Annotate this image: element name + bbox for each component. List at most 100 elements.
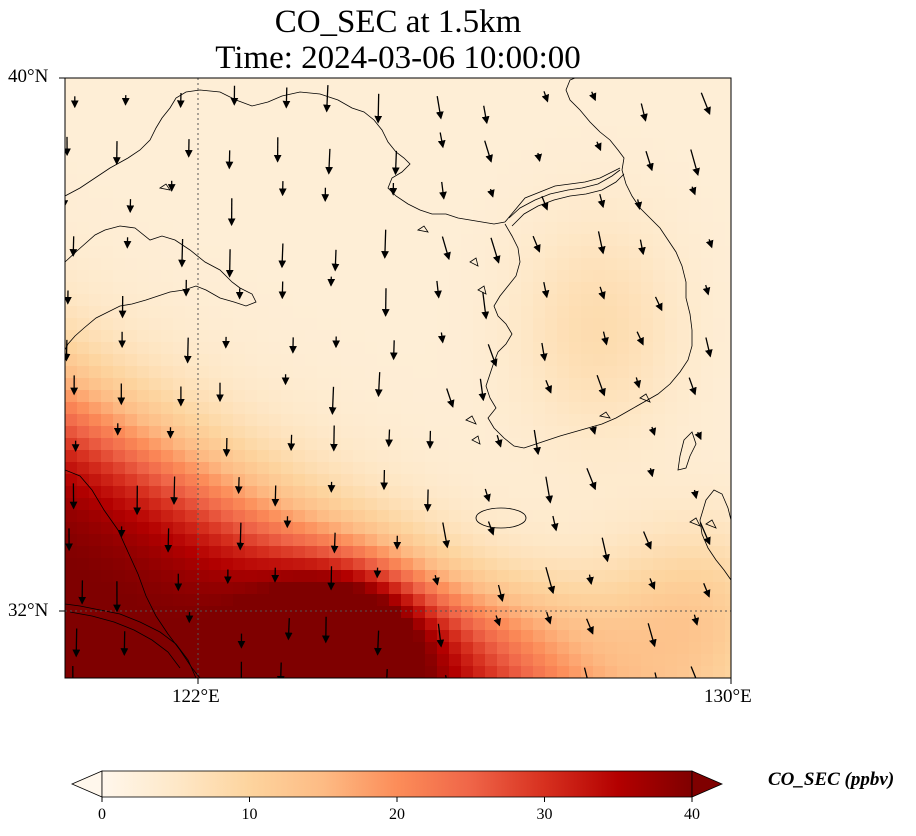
field-cell bbox=[365, 414, 378, 427]
field-cell bbox=[233, 354, 246, 367]
field-cell bbox=[509, 282, 522, 295]
field-cell bbox=[269, 414, 282, 427]
field-cell bbox=[713, 90, 726, 103]
field-cell bbox=[425, 198, 438, 211]
field-cell bbox=[425, 102, 438, 115]
field-cell bbox=[161, 102, 174, 115]
field-cell bbox=[221, 150, 234, 163]
field-cell bbox=[341, 282, 354, 295]
field-cell bbox=[341, 438, 354, 451]
field-cell bbox=[449, 138, 462, 151]
field-cell bbox=[677, 234, 690, 247]
field-cell bbox=[677, 378, 690, 391]
field-cell bbox=[185, 270, 198, 283]
field-cell bbox=[197, 354, 210, 367]
field-cell bbox=[497, 210, 510, 223]
field-cell bbox=[545, 126, 558, 139]
field-cell bbox=[209, 162, 222, 175]
field-cell bbox=[605, 486, 618, 499]
field-cell bbox=[605, 210, 618, 223]
field-cell bbox=[509, 174, 522, 187]
field-cell bbox=[185, 114, 198, 127]
field-cell bbox=[365, 138, 378, 151]
field-cell bbox=[197, 342, 210, 355]
field-cell bbox=[161, 402, 174, 415]
field-cell bbox=[245, 258, 258, 271]
field-cell bbox=[185, 486, 198, 499]
field-cell bbox=[233, 390, 246, 403]
field-cell bbox=[353, 438, 366, 451]
field-cell bbox=[293, 222, 306, 235]
field-cell bbox=[461, 222, 474, 235]
field-cell bbox=[617, 366, 630, 379]
field-cell bbox=[77, 330, 90, 343]
field-cell bbox=[641, 210, 654, 223]
field-cell bbox=[125, 162, 138, 175]
field-cell bbox=[533, 462, 546, 475]
field-cell bbox=[221, 234, 234, 247]
field-cell bbox=[617, 414, 630, 427]
field-cell bbox=[509, 414, 522, 427]
field-cell bbox=[725, 114, 731, 127]
field-cell bbox=[365, 342, 378, 355]
field-cell bbox=[557, 294, 570, 307]
field-cell bbox=[149, 102, 162, 115]
field-cell bbox=[389, 426, 402, 439]
field-cell bbox=[617, 342, 630, 355]
field-cell bbox=[641, 234, 654, 247]
field-cell bbox=[161, 78, 174, 91]
field-cell bbox=[713, 318, 726, 331]
field-cell bbox=[89, 198, 102, 211]
field-cell bbox=[401, 378, 414, 391]
field-cell bbox=[185, 198, 198, 211]
field-cell bbox=[101, 366, 114, 379]
field-cell bbox=[725, 330, 731, 343]
field-cell bbox=[725, 174, 731, 187]
field-cell bbox=[245, 390, 258, 403]
field-cell bbox=[389, 78, 402, 91]
field-cell bbox=[593, 270, 606, 283]
field-cell bbox=[305, 438, 318, 451]
field-cell bbox=[209, 414, 222, 427]
field-cell bbox=[149, 318, 162, 331]
field-cell bbox=[185, 210, 198, 223]
field-cell bbox=[581, 366, 594, 379]
field-cell bbox=[137, 498, 150, 511]
field-cell bbox=[293, 426, 306, 439]
field-cell bbox=[317, 282, 330, 295]
field-cell bbox=[617, 90, 630, 103]
field-cell bbox=[65, 174, 78, 187]
field-cell bbox=[245, 162, 258, 175]
field-cell bbox=[641, 126, 654, 139]
field-cell bbox=[569, 246, 582, 259]
field-cell bbox=[713, 150, 726, 163]
field-cell bbox=[137, 486, 150, 499]
field-cell bbox=[437, 306, 450, 319]
field-cell bbox=[533, 126, 546, 139]
field-cell bbox=[569, 114, 582, 127]
field-cell bbox=[209, 186, 222, 199]
field-cell bbox=[113, 486, 126, 499]
field-cell bbox=[401, 210, 414, 223]
field-cell bbox=[185, 450, 198, 463]
field-cell bbox=[581, 282, 594, 295]
field-cell bbox=[593, 222, 606, 235]
field-cell bbox=[461, 306, 474, 319]
field-cell bbox=[329, 426, 342, 439]
field-cell bbox=[257, 414, 270, 427]
field-cell bbox=[437, 450, 450, 463]
field-cell bbox=[353, 210, 366, 223]
field-cell bbox=[557, 354, 570, 367]
field-cell bbox=[377, 270, 390, 283]
field-cell bbox=[725, 318, 731, 331]
field-cell bbox=[713, 282, 726, 295]
field-cell bbox=[641, 138, 654, 151]
field-cell bbox=[209, 438, 222, 451]
field-cell bbox=[497, 486, 510, 499]
field-cell bbox=[449, 198, 462, 211]
field-cell bbox=[461, 270, 474, 283]
field-cell bbox=[713, 270, 726, 283]
field-cell bbox=[149, 498, 162, 511]
field-cell bbox=[725, 138, 731, 151]
